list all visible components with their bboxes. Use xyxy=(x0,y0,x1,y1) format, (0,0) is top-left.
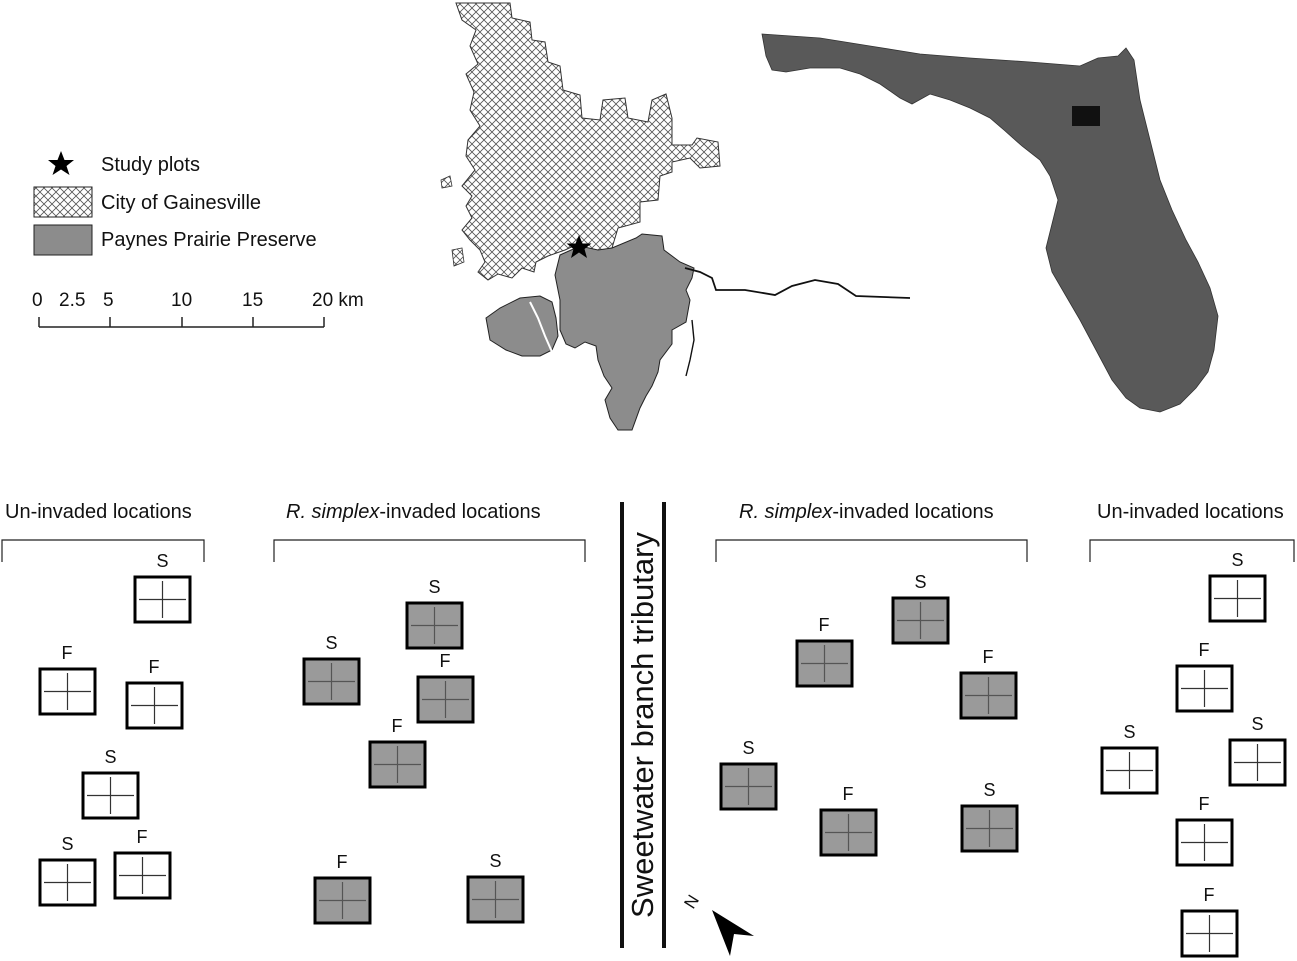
heading-invaded-left: R. simplex-invaded locations xyxy=(286,501,541,524)
legend-label-city: City of Gainesville xyxy=(101,192,262,214)
paynes-prairie-preserve-shape xyxy=(554,233,695,431)
study-plot xyxy=(113,851,172,900)
plot-label: F xyxy=(136,827,148,847)
scale-tick-2-5: 2.5 xyxy=(59,290,86,311)
plot-label: S xyxy=(1231,550,1244,570)
plot-label: S xyxy=(156,551,169,571)
study-plot-star-icon xyxy=(48,151,74,175)
bracket-uninvaded-left xyxy=(1,539,205,562)
tributary-label: Sweetwater branch tributary xyxy=(625,532,660,918)
plot-label: S xyxy=(983,780,996,800)
scale-tick-10: 10 xyxy=(171,290,193,311)
plot-label: F xyxy=(842,784,854,804)
legend-label-study-plots: Study plots xyxy=(101,154,200,176)
study-plot xyxy=(1175,818,1234,867)
legend-hatch-swatch xyxy=(33,186,93,218)
study-plot xyxy=(1100,746,1159,795)
study-plot xyxy=(313,876,372,925)
scale-tick-15: 15 xyxy=(242,290,264,311)
species-name: R. simplex xyxy=(739,501,833,523)
scale-tick-0: 0 xyxy=(32,290,43,311)
legend-preserve-swatch xyxy=(33,224,93,256)
map-study-plot-star-icon xyxy=(566,235,592,258)
florida-state-shape xyxy=(761,33,1219,413)
study-plot xyxy=(368,740,427,789)
study-plot xyxy=(795,639,854,688)
plot-label: S xyxy=(104,747,117,767)
study-plot xyxy=(302,657,361,706)
study-plot xyxy=(416,675,475,724)
plot-label: S xyxy=(428,577,441,597)
plot-label: S xyxy=(61,834,74,854)
bracket-invaded-left xyxy=(273,539,586,562)
study-plot xyxy=(466,875,525,924)
north-arrow-icon xyxy=(712,910,754,956)
scale-tick-20: 20 km xyxy=(312,290,364,311)
study-area-inset-marker xyxy=(1072,106,1100,126)
plot-label: S xyxy=(742,738,755,758)
scale-tick-5: 5 xyxy=(103,290,114,311)
bracket-uninvaded-right xyxy=(1089,539,1295,562)
heading-rest: -invaded locations xyxy=(379,501,541,523)
study-plot xyxy=(38,858,97,907)
study-plot xyxy=(133,575,192,624)
heading-uninvaded-left: Un-invaded locations xyxy=(5,501,192,523)
study-plot xyxy=(891,596,950,645)
study-plot xyxy=(719,762,778,811)
plot-label: S xyxy=(1123,722,1136,742)
plot-label: F xyxy=(1203,885,1215,905)
legend-label-preserve: Paynes Prairie Preserve xyxy=(101,229,317,251)
study-plot xyxy=(1208,574,1267,623)
plot-label: F xyxy=(1198,640,1210,660)
scale-bar xyxy=(38,317,325,328)
species-name: R. simplex xyxy=(286,501,380,523)
plot-label: F xyxy=(391,716,403,736)
heading-rest: -invaded locations xyxy=(832,501,994,523)
bracket-invaded-right xyxy=(715,539,1028,562)
study-plot xyxy=(38,667,97,716)
study-plot xyxy=(405,601,464,650)
heading-invaded-right: R. simplex-invaded locations xyxy=(739,501,994,524)
plot-label: F xyxy=(148,657,160,677)
plot-label: F xyxy=(982,647,994,667)
heading-uninvaded-right: Un-invaded locations xyxy=(1097,501,1284,523)
study-plot xyxy=(125,681,184,730)
study-plot xyxy=(81,771,140,820)
plot-label: S xyxy=(489,851,502,871)
plot-label: F xyxy=(818,615,830,635)
plot-label: S xyxy=(914,572,927,592)
study-plot xyxy=(1228,738,1287,787)
study-plot xyxy=(819,808,878,857)
plot-label: F xyxy=(61,643,73,663)
city-of-gainesville-shape xyxy=(455,2,721,281)
plot-label: F xyxy=(336,852,348,872)
plot-label: S xyxy=(325,633,338,653)
study-plot xyxy=(959,671,1018,720)
plot-label: F xyxy=(439,651,451,671)
plot-label: S xyxy=(1251,714,1264,734)
study-plot xyxy=(960,804,1019,853)
study-plot xyxy=(1180,909,1239,958)
plot-label: F xyxy=(1198,794,1210,814)
preserve-west-lobe-shape xyxy=(485,295,559,357)
study-plot xyxy=(1175,664,1234,713)
